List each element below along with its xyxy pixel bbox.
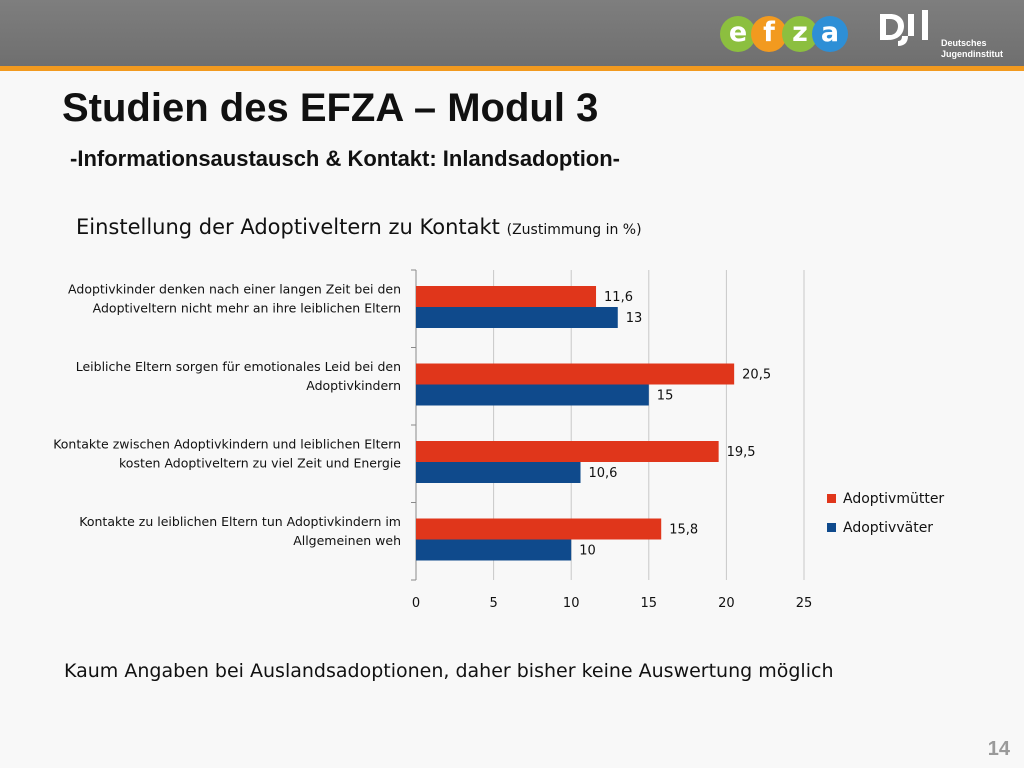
category-label: Kontakte zu leiblichen Eltern tun Adopti… — [79, 514, 401, 529]
dji-logo-text: Deutsches Jugendinstitut — [941, 38, 1003, 60]
bar-adoptivmuetter — [416, 286, 597, 307]
category-label: kosten Adoptiveltern zu viel Zeit und En… — [119, 456, 401, 471]
bar-chart: 0 5 10 15 20 25 11,6 13 Adoptivkinder denken nac… — [53, 269, 944, 611]
dji-logo-line2: Jugendinstitut — [941, 49, 1003, 59]
bar-adoptivmuetter — [416, 441, 719, 462]
efza-logo-letter: e — [720, 16, 756, 52]
legend-swatch — [827, 523, 836, 532]
data-label: 15 — [657, 389, 674, 404]
x-tick-label: 25 — [796, 596, 813, 611]
data-label: 11,6 — [604, 290, 633, 305]
category-label: Adoptivkinder denken nach einer langen Z… — [68, 282, 401, 297]
footer-note: Kaum Angaben bei Auslandsadoptionen, dah… — [64, 660, 834, 682]
chart-title-suffix: (Zustimmung in %) — [506, 222, 642, 238]
data-label: 15,8 — [669, 523, 698, 538]
dji-logo-line1: Deutsches — [941, 38, 987, 48]
data-label: 20,5 — [742, 368, 771, 383]
data-label: 13 — [626, 311, 643, 326]
legend-swatch — [827, 494, 836, 503]
page-number: 14 — [987, 738, 1010, 760]
data-label: 10 — [579, 544, 596, 559]
bar-adoptivvaeter — [416, 307, 618, 328]
category-label: Leibliche Eltern sorgen für emotionales … — [76, 359, 401, 374]
efza-logo-letter: f — [751, 16, 787, 52]
category-label: Allgemeinen weh — [293, 533, 401, 548]
efza-logo-letter: a — [812, 16, 848, 52]
dji-logo: Deutsches Jugendinstitut — [878, 10, 1008, 62]
category-label: Adoptiveltern nicht mehr an ihre leiblic… — [93, 301, 401, 316]
chart-title: Einstellung der Adoptiveltern zu Kontakt… — [76, 215, 642, 239]
category-label: Adoptivkindern — [306, 378, 401, 393]
bar-adoptivvaeter — [416, 539, 572, 561]
data-label: 10,6 — [589, 466, 618, 481]
chart-title-main: Einstellung der Adoptiveltern zu Kontakt — [76, 215, 500, 239]
page-subtitle: -Informationsaustausch & Kontakt: Inland… — [70, 146, 621, 171]
header-accent-rule — [0, 66, 1024, 71]
dji-logo-mark-icon — [880, 10, 928, 46]
x-tick-label: 5 — [489, 596, 497, 611]
legend-label: Adoptivväter — [843, 520, 933, 536]
category-label: Kontakte zwischen Adoptivkindern und lei… — [53, 437, 401, 452]
data-label: 19,5 — [727, 445, 756, 460]
header-bar — [0, 0, 1024, 66]
x-tick-label: 20 — [718, 596, 735, 611]
x-tick-label: 15 — [641, 596, 658, 611]
x-tick-label: 10 — [563, 596, 580, 611]
bar-adoptivmuetter — [416, 518, 662, 540]
bar-adoptivmuetter — [416, 363, 735, 385]
page-title: Studien des EFZA – Modul 3 — [62, 86, 599, 130]
bar-adoptivvaeter — [416, 384, 649, 406]
bar-adoptivvaeter — [416, 462, 581, 483]
x-tick-label: 0 — [412, 596, 420, 611]
legend-label: Adoptivmütter — [843, 491, 944, 507]
